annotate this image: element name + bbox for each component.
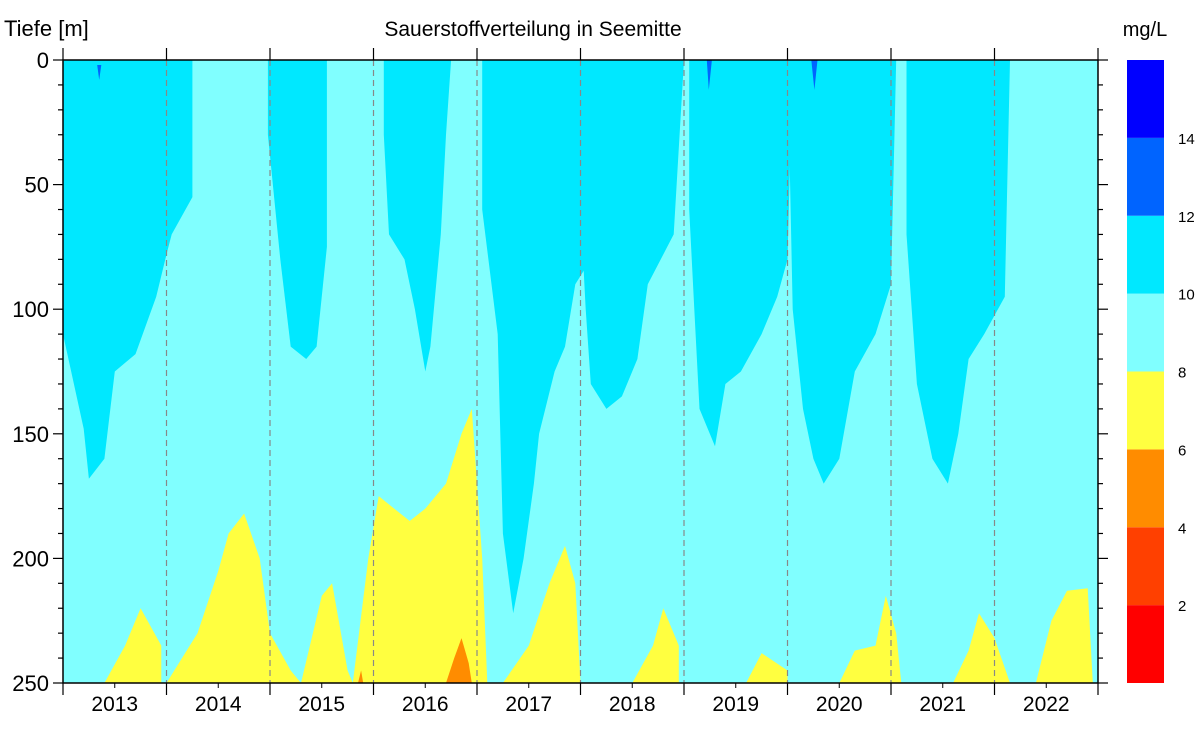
x-axis: 2013 2014 2015 2016 2017 2018 2019 2020 2021 2022 bbox=[62, 48, 1099, 716]
chart-title: Sauerstoffverteilung in Seemitte bbox=[384, 18, 681, 41]
colorbar-tick-label: 14 bbox=[1178, 131, 1195, 148]
colorbar-unit-label: mg/L bbox=[1123, 19, 1167, 41]
x-tick-label: 2013 bbox=[91, 693, 138, 716]
y-tick-label: 200 bbox=[12, 546, 49, 571]
colorbar-tick-label: 2 bbox=[1178, 598, 1186, 615]
colorbar-swatch bbox=[1127, 293, 1164, 372]
contour-region-6-8-14 bbox=[746, 653, 788, 683]
contour-region-10-12-4 bbox=[580, 60, 684, 409]
contour-region-10-12-7 bbox=[906, 60, 1010, 484]
contour-region-6-8-15 bbox=[839, 595, 902, 683]
x-tick-label: 2021 bbox=[919, 693, 966, 716]
contour-region-6-8-11 bbox=[352, 408, 488, 683]
colorbar-swatch bbox=[1127, 137, 1164, 216]
contour-region-10-12-3 bbox=[482, 60, 607, 614]
x-tick-label: 2016 bbox=[402, 693, 449, 716]
contour-region-10-12-0 bbox=[63, 60, 193, 479]
contour-region-10-12-2 bbox=[383, 60, 452, 372]
y-tick-label: 50 bbox=[25, 173, 49, 198]
year-separators bbox=[165, 60, 996, 683]
colorbar-tick-label: 8 bbox=[1178, 365, 1186, 382]
contour-region-6-8-8 bbox=[104, 608, 162, 683]
contour-regions bbox=[63, 60, 1093, 683]
y-axis-label: Tiefe [m] bbox=[4, 16, 89, 41]
colorbar-swatch bbox=[1127, 371, 1164, 450]
colorbar-tick-label: 12 bbox=[1178, 209, 1195, 226]
colorbar-tick-label: 6 bbox=[1178, 442, 1186, 459]
contour-region-12-14-21 bbox=[706, 60, 712, 90]
contour-region-6-8-12 bbox=[502, 545, 581, 683]
contour-region-4-6-18 bbox=[446, 638, 472, 683]
contour-region-10-12-1 bbox=[267, 60, 327, 359]
colorbar: 2 4 6 8 10 12 14 bbox=[1127, 60, 1195, 683]
contour-region-10-12-6 bbox=[787, 60, 897, 484]
x-tick-label: 2018 bbox=[609, 693, 656, 716]
contour-region-12-14-22 bbox=[811, 60, 818, 90]
y-tick-label: 0 bbox=[37, 48, 49, 73]
x-tick-label: 2017 bbox=[505, 693, 552, 716]
contour-region-6-8-13 bbox=[632, 608, 679, 683]
colorbar-swatch bbox=[1127, 215, 1164, 294]
x-tick-label: 2020 bbox=[816, 693, 863, 716]
x-tick-label: 2022 bbox=[1023, 693, 1070, 716]
y-tick-label: 100 bbox=[12, 297, 49, 322]
colorbar-swatch bbox=[1127, 60, 1164, 138]
contour-region-6-8-16 bbox=[953, 613, 1010, 683]
x-tick-label: 2019 bbox=[712, 693, 759, 716]
colorbar-tick-label: 4 bbox=[1178, 520, 1186, 537]
contour-region-6-8-17 bbox=[1035, 588, 1093, 683]
colorbar-tick-label: 10 bbox=[1178, 287, 1195, 304]
contour-region-6-8-10 bbox=[301, 583, 353, 683]
contour-region-12-14-20 bbox=[97, 65, 102, 80]
y-axis: 0 50 100 150 200 250 bbox=[12, 48, 1108, 696]
y-tick-label: 250 bbox=[12, 671, 49, 696]
x-tick-label: 2014 bbox=[195, 693, 242, 716]
colorbar-swatch bbox=[1127, 449, 1164, 528]
colorbar-swatch bbox=[1127, 527, 1164, 606]
contour-region-6-8-9 bbox=[166, 513, 301, 683]
contour-region-10-12-5 bbox=[689, 60, 793, 447]
contour-region-4-6-19 bbox=[358, 670, 364, 683]
colorbar-swatch bbox=[1127, 605, 1164, 683]
x-tick-label: 2015 bbox=[298, 693, 345, 716]
y-tick-label: 150 bbox=[12, 422, 49, 447]
